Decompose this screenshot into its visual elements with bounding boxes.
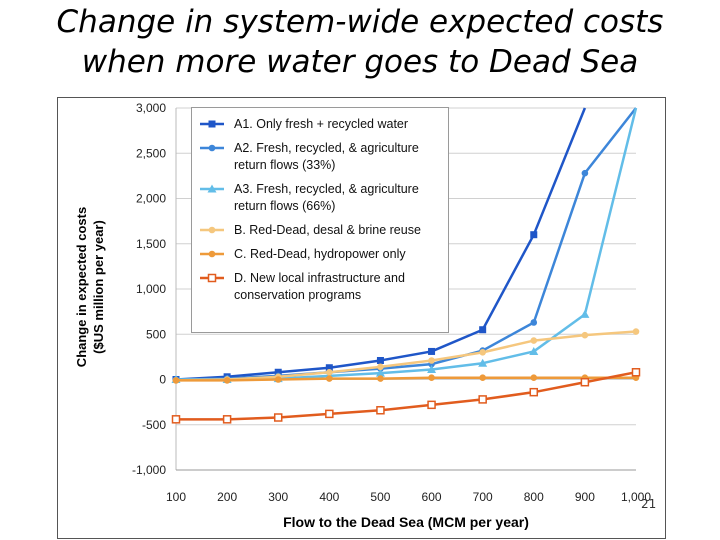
data-point	[274, 368, 282, 376]
legend-entry-5: C. Red-Dead, hydropower only	[200, 247, 406, 261]
y-tick-label: 1,000	[136, 282, 166, 296]
data-point	[428, 374, 435, 381]
y-tick-label: 0	[159, 373, 166, 387]
legend-entry-3: A3. Fresh, recycled, & agriculture return…	[200, 182, 419, 213]
y-tick-label: 3,000	[136, 101, 166, 115]
y-tick-label: -1,000	[132, 463, 166, 477]
x-tick-label: 100	[166, 490, 186, 504]
legend-label: A2. Fresh, recycled, & agriculture	[234, 141, 419, 155]
x-axis-label: Flow to the Dead Sea (MCM per year)	[283, 514, 529, 530]
legend-label: return flows (66%)	[234, 199, 335, 213]
y-tick-label: 2,500	[136, 146, 166, 160]
data-point	[375, 368, 385, 377]
data-point	[377, 375, 384, 382]
legend-entry-1: A1. Only fresh + recycled water	[200, 117, 408, 131]
legend-entry-6: D. New local infrastructure and conservat…	[200, 271, 405, 302]
page-number: 21	[641, 497, 657, 511]
series-line	[175, 330, 637, 382]
slide-title-line-2: when more water goes to Dead Sea	[81, 44, 639, 80]
data-point	[530, 337, 538, 344]
data-point	[325, 409, 334, 419]
legend-swatch-marker	[208, 250, 216, 258]
data-point	[581, 331, 589, 339]
x-tick-label: 500	[370, 490, 390, 504]
data-point	[377, 363, 384, 371]
data-point	[273, 413, 283, 422]
axes	[175, 108, 636, 471]
data-point	[580, 309, 590, 318]
data-point	[172, 377, 180, 384]
x-tick-label: 200	[217, 490, 237, 504]
series-line	[176, 371, 637, 421]
x-tick-label: 700	[473, 490, 493, 504]
legend-label: return flows (33%)	[234, 158, 335, 172]
legend-swatch-marker	[208, 120, 216, 128]
tick-labels: -1,000 -500 0 500 1,000 1,500 2,000 2,500 3,000 1…	[132, 101, 651, 504]
legend-entry-4: B. Red-Dead, desal & brine reuse	[200, 223, 421, 237]
legend-swatch-marker	[207, 184, 217, 193]
x-tick-label: 800	[524, 490, 544, 504]
series-6	[171, 368, 641, 424]
legend-label: D. New local infrastructure and	[234, 271, 405, 285]
data-point	[580, 377, 590, 387]
data-point	[428, 347, 436, 355]
data-point	[274, 376, 282, 383]
data-point	[529, 346, 539, 355]
data-point	[325, 364, 333, 372]
y-tick-label: 2,000	[136, 192, 166, 206]
legend-label: A3. Fresh, recycled, & agriculture	[234, 182, 419, 196]
series-line	[176, 376, 636, 382]
data-point	[529, 387, 539, 397]
data-point	[479, 374, 486, 381]
legend-swatch-marker	[208, 226, 216, 234]
data-point	[530, 374, 538, 381]
legend-entry-2: A2. Fresh, recycled, & agriculture return…	[200, 141, 419, 172]
slide-title: Change in system-wide expected costs whe…	[0, 2, 720, 82]
data-point	[428, 357, 435, 364]
data-point	[171, 415, 181, 424]
data-point	[530, 231, 538, 239]
legend-swatch-marker	[208, 144, 216, 152]
x-tick-label: 300	[268, 490, 288, 504]
data-point	[530, 319, 538, 326]
data-point	[223, 377, 231, 384]
legend-label: C. Red-Dead, hydropower only	[234, 247, 406, 261]
data-point	[326, 375, 333, 382]
legend-label: conservation programs	[234, 288, 361, 302]
data-point	[631, 368, 641, 377]
y-tick-label: 500	[146, 327, 166, 341]
slide-title-line-1: Change in system-wide expected costs	[56, 4, 664, 40]
data-point	[479, 349, 486, 356]
legend-label: A1. Only fresh + recycled water	[234, 117, 408, 131]
data-point	[427, 365, 437, 374]
data-point	[632, 328, 640, 335]
legend-label: B. Red-Dead, desal & brine reuse	[234, 223, 421, 237]
series-group	[171, 107, 641, 424]
data-point	[222, 415, 232, 424]
data-point	[478, 358, 488, 367]
data-point	[376, 356, 384, 364]
legend: A1. Only fresh + recycled water A2. Fresh…	[191, 107, 449, 333]
data-point	[326, 368, 333, 376]
data-point	[376, 406, 385, 415]
x-tick-label: 1,000	[621, 490, 651, 504]
series-4	[172, 328, 640, 384]
y-axis-label-line-1: Change in expected costs	[74, 207, 89, 367]
data-point	[581, 169, 589, 177]
x-tick-label: 600	[422, 490, 442, 504]
legend-swatch-marker	[207, 273, 217, 283]
data-point	[427, 400, 436, 410]
legend-entries: A1. Only fresh + recycled water A2. Fresh…	[200, 117, 421, 302]
y-tick-label: -500	[142, 418, 166, 432]
y-axis-label-line-2: ($US million per year)	[91, 220, 106, 354]
data-point	[478, 395, 487, 404]
y-tick-label: 1,500	[136, 237, 166, 251]
data-point	[479, 326, 487, 334]
x-tick-label: 900	[575, 490, 595, 504]
x-tick-label: 400	[319, 490, 339, 504]
